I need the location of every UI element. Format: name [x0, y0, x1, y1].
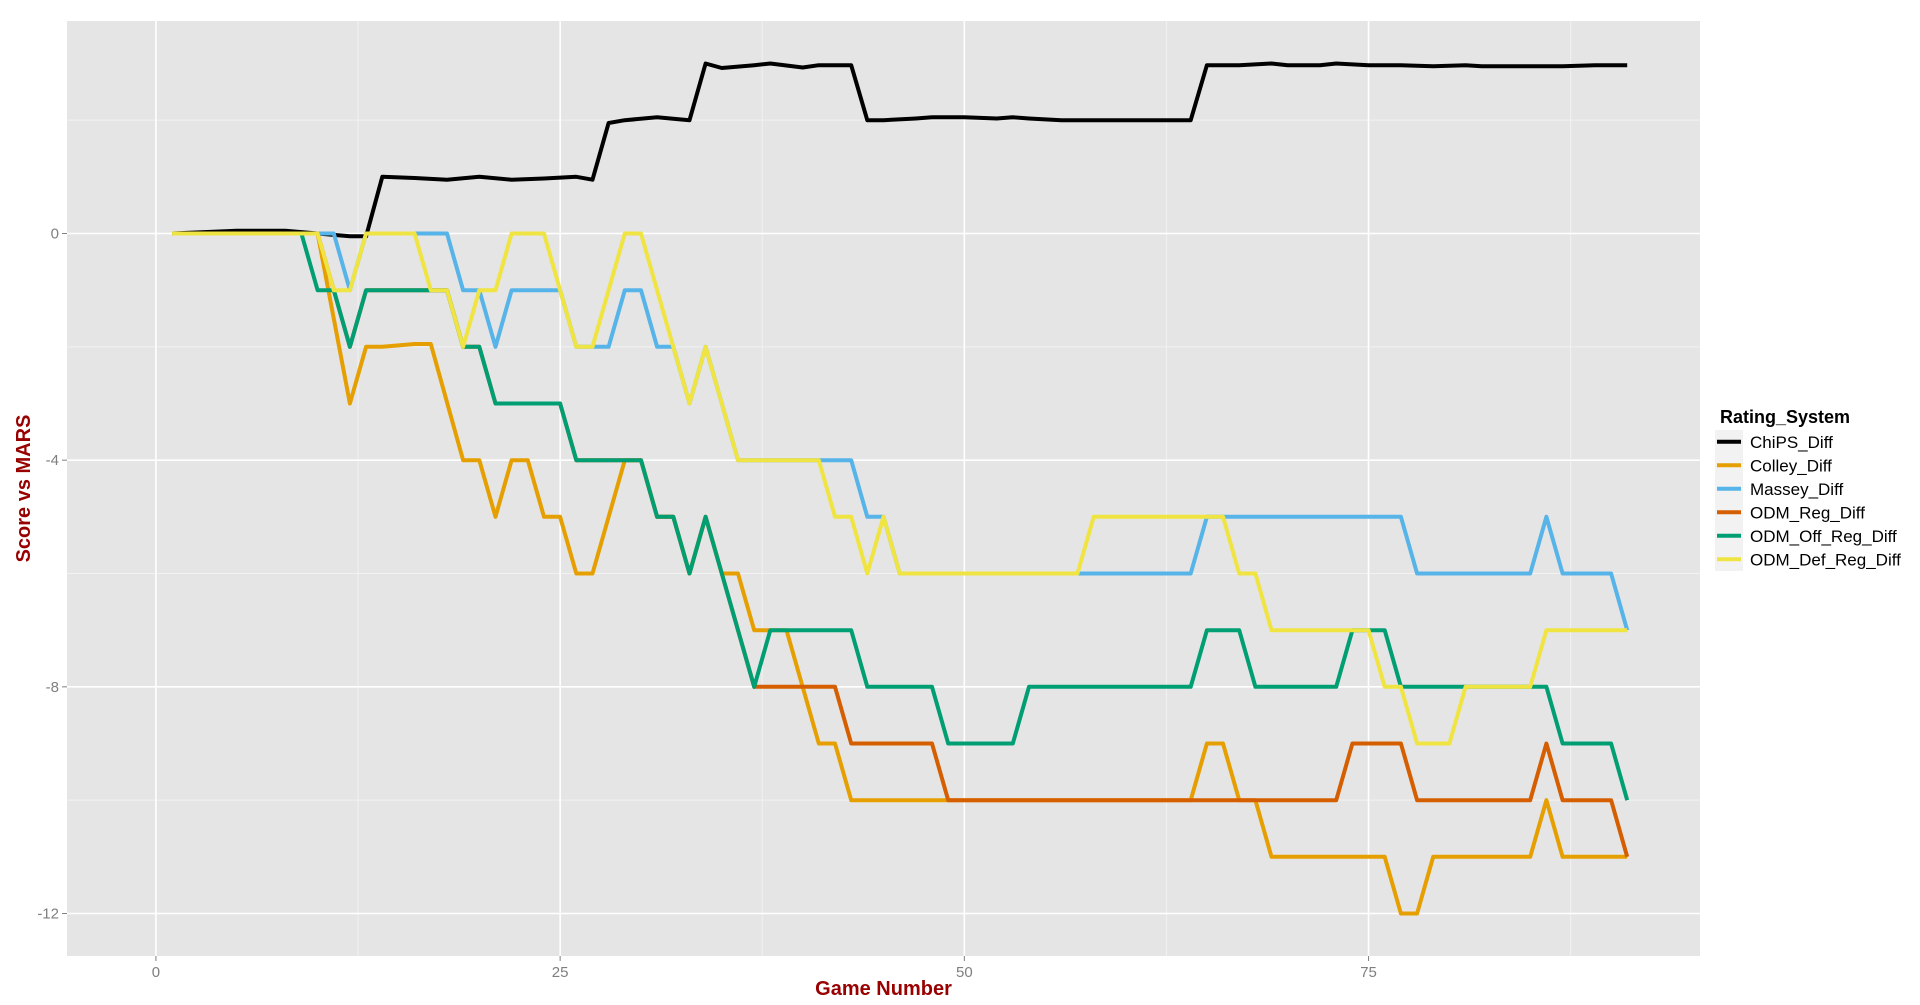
legend-label: ODM_Def_Reg_Diff — [1750, 550, 1901, 569]
legend-label: ODM_Reg_Diff — [1750, 503, 1865, 522]
legend-label: ChiPS_Diff — [1750, 433, 1833, 452]
y-tick-label: 0 — [51, 226, 59, 243]
y-tick-label: -8 — [46, 679, 59, 696]
legend-label: ODM_Off_Reg_Diff — [1750, 527, 1897, 546]
tick-labels: 0 25 50 75 0 -4 -8 -12 — [37, 226, 1377, 982]
legend-items: ChiPS_Diff Colley_Diff Massey_Diff ODM_Reg_… — [1715, 430, 1901, 571]
legend: Rating_System ChiPS_Diff Colley_Diff Masse… — [1715, 407, 1901, 571]
legend-title: Rating_System — [1720, 407, 1850, 427]
x-axis-title: Game Number — [815, 978, 952, 1000]
x-tick-label: 50 — [956, 964, 973, 981]
x-tick-label: 25 — [552, 964, 569, 981]
x-tick-label: 0 — [152, 964, 160, 981]
legend-label: Massey_Diff — [1750, 480, 1843, 499]
series-lines — [172, 61, 1630, 916]
x-tick-label: 75 — [1360, 964, 1377, 981]
y-tick-label: -12 — [37, 906, 59, 923]
series-line-odm-def-reg-diff — [172, 231, 1628, 746]
y-axis-title: Score vs MARS — [13, 415, 35, 563]
series-line-colley-diff — [172, 231, 1628, 916]
plot-panel — [67, 21, 1700, 956]
axis-ticks — [62, 233, 1370, 961]
series-line-chips-diff — [172, 61, 1628, 239]
y-tick-label: -4 — [46, 452, 59, 469]
legend-label: Colley_Diff — [1750, 456, 1832, 475]
series-line-odm-off-reg-diff — [172, 231, 1630, 801]
